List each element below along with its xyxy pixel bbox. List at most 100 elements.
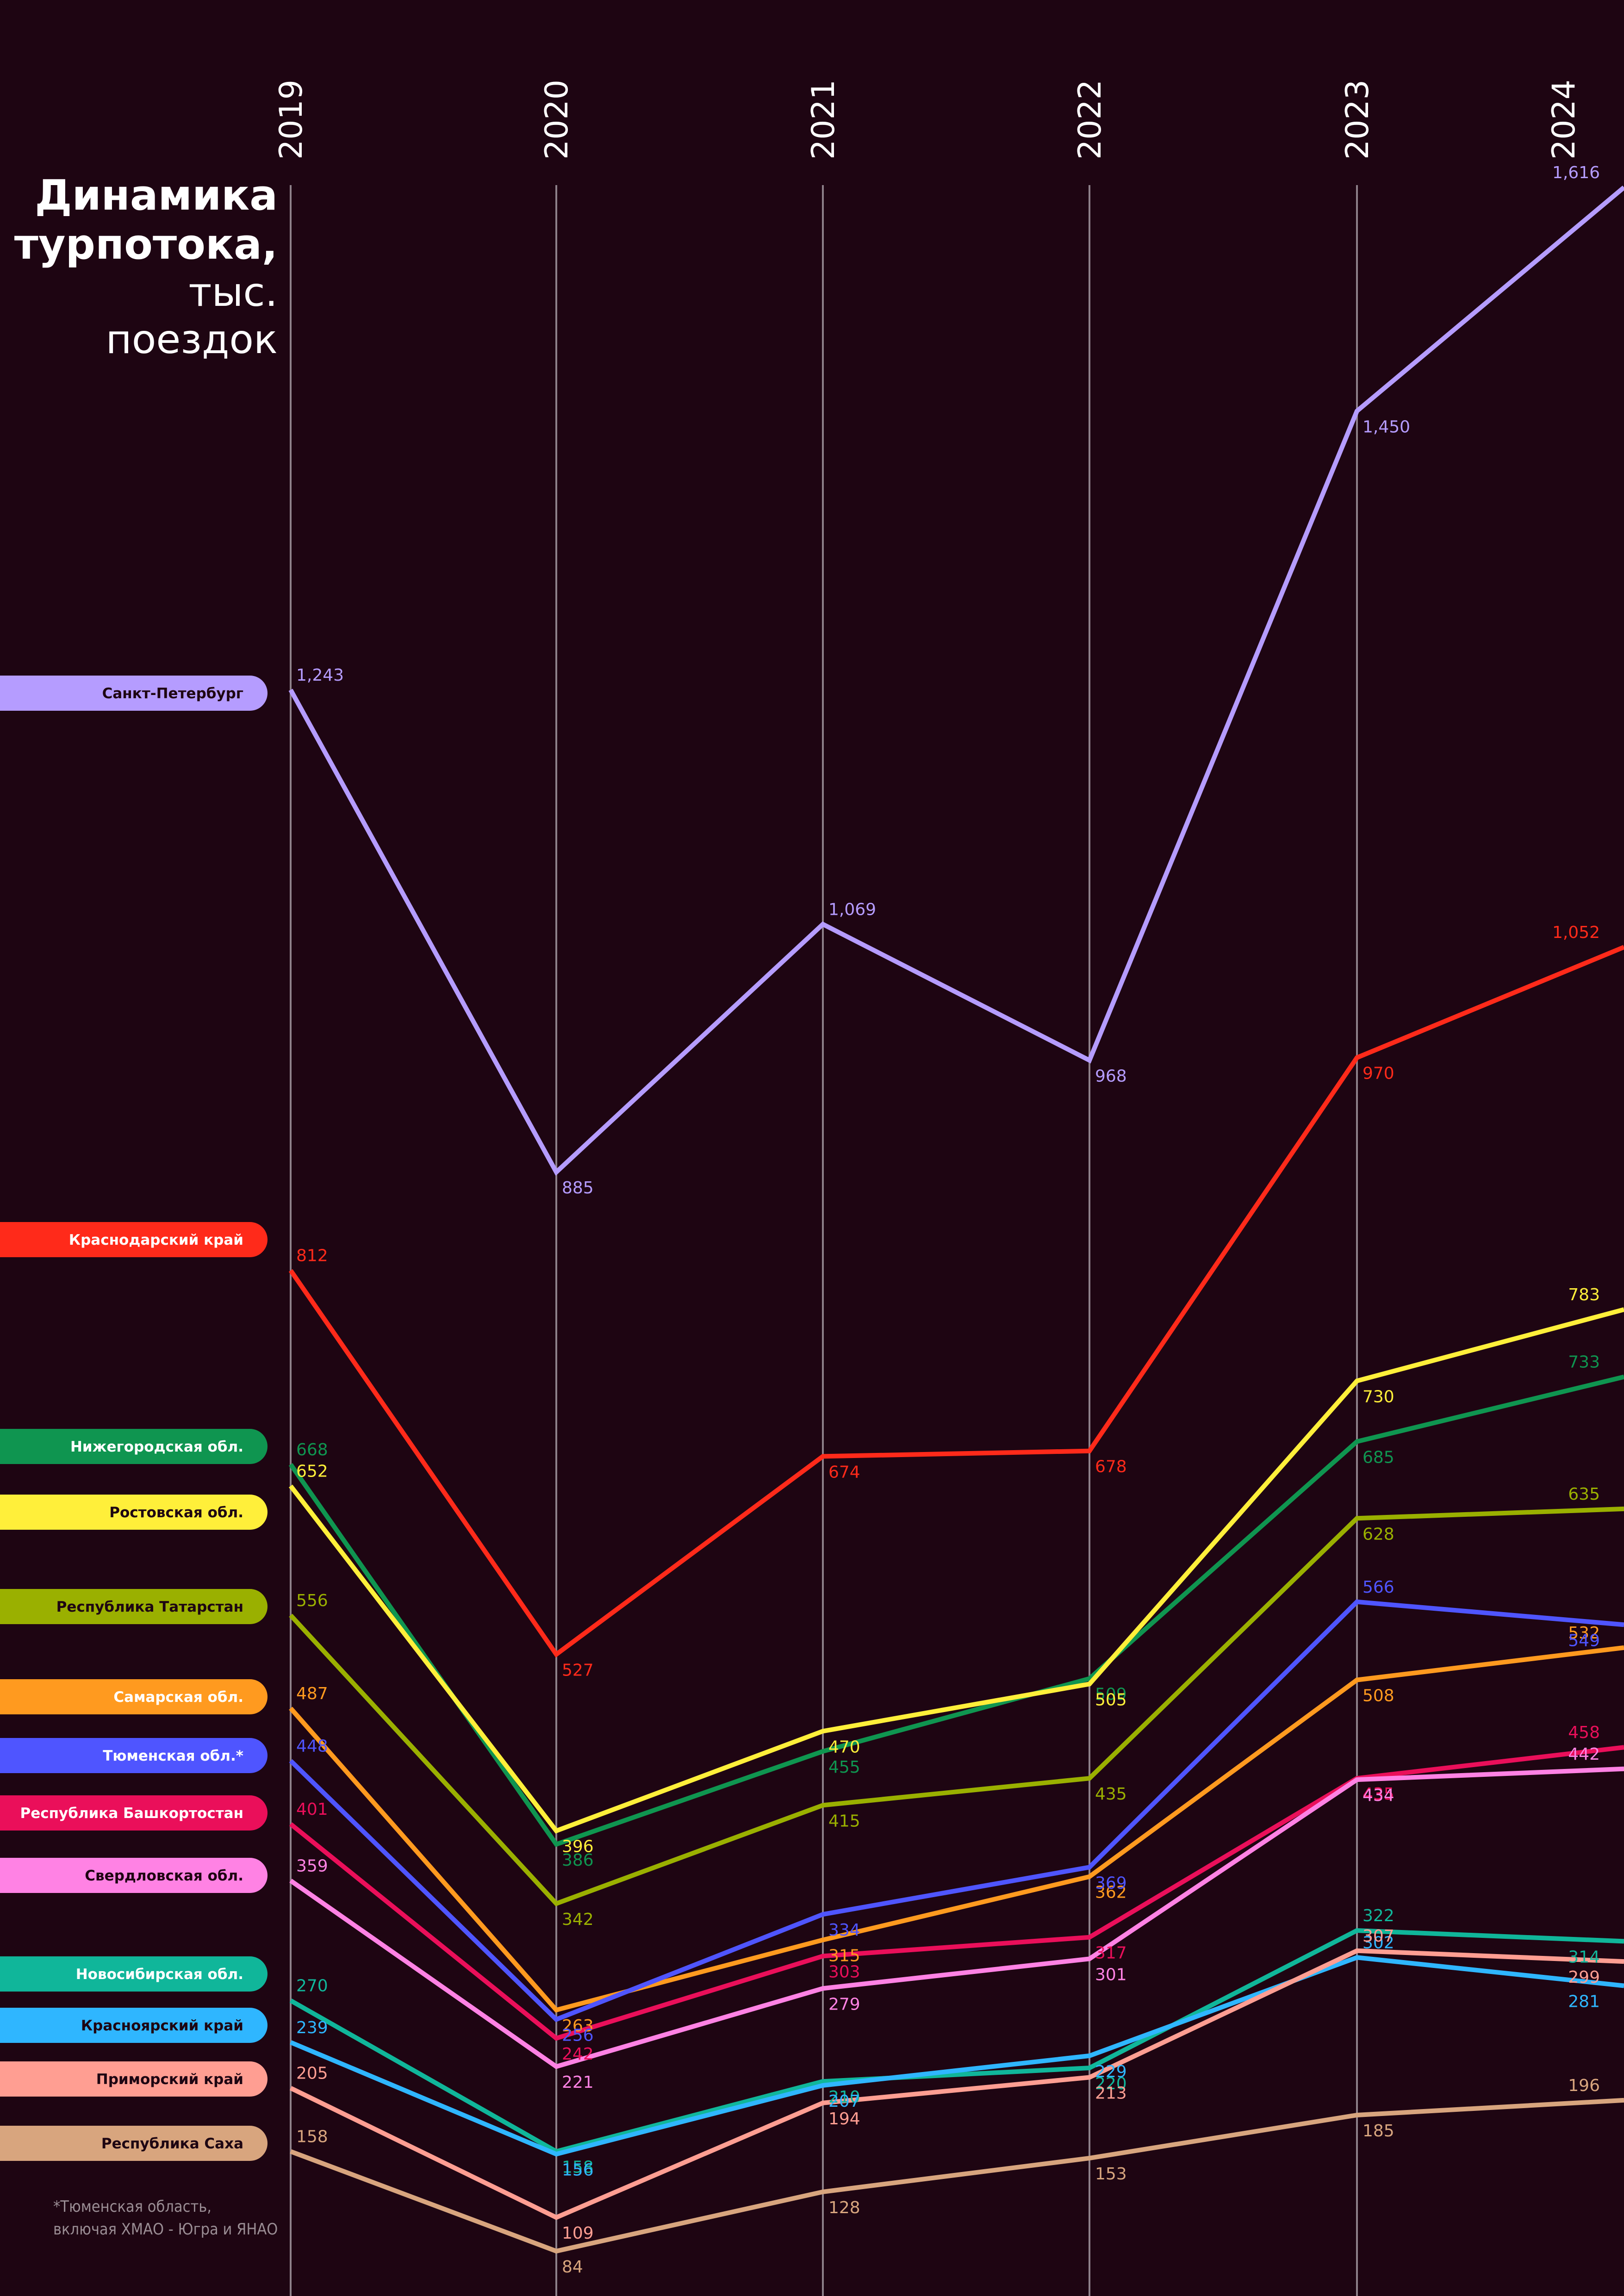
data-label-11-2021: 194 [828,2110,860,2128]
legend-swatch [0,2008,268,2043]
legend-item: Свердловская обл. [0,1858,268,1893]
data-label-6-2019: 448 [296,1737,328,1756]
legend-item: Республика Башкортостан [0,1795,268,1831]
data-label-10-2020: 156 [562,2160,594,2179]
data-label-10-2023: 302 [1363,1933,1394,1952]
data-label-9-2019: 270 [296,1977,328,1996]
x-tick-label-2023: 2023 [1339,80,1376,160]
data-label-10-2024: 281 [1568,1992,1600,2011]
data-label-10-2019: 239 [296,2018,328,2037]
data-label-4-2023: 628 [1363,1525,1394,1544]
data-label-7-2021: 303 [828,1962,860,1981]
legend-label: Республика Татарстан [56,1599,243,1615]
data-label-7-2019: 401 [296,1800,328,1819]
data-label-3-2023: 730 [1363,1387,1394,1406]
data-label-6-2024: 549 [1568,1631,1600,1650]
series-line-0 [288,186,1624,1176]
data-label-8-2022: 301 [1095,1965,1127,1984]
x-tick-label-2021: 2021 [805,80,842,160]
data-label-0-2020: 885 [562,1179,594,1198]
legend-item: Санкт-Петербург [0,676,268,711]
grid-lines [290,185,1358,2296]
data-label-9-2020: 158 [562,2158,594,2177]
legend-item: Новосибирская обл. [0,1956,268,1992]
legend-label: Свердловская обл. [85,1868,243,1884]
data-label-1-2020: 527 [562,1661,594,1680]
data-label-2-2020: 386 [562,1851,594,1870]
legend-swatch [0,1589,268,1624]
legend-swatch [0,2061,268,2097]
legend-item: Республика Саха [0,2126,268,2161]
data-label-4-2022: 435 [1095,1785,1127,1804]
data-label-2-2023: 685 [1363,1448,1394,1467]
data-label-12-2020: 84 [562,2258,583,2277]
legend-swatch [0,1429,268,1464]
legend-item: Нижегородская обл. [0,1429,268,1464]
data-label-5-2020: 263 [562,2017,594,2035]
data-label-12-2019: 158 [296,2128,328,2147]
data-label-10-2021: 207 [828,2092,860,2111]
data-label-1-2021: 674 [828,1463,860,1482]
legend-label: Новосибирская обл. [76,1966,243,1983]
legend-label: Красноярский край [81,2017,243,2034]
x-tick-label-2022: 2022 [1072,80,1108,160]
x-tick-label-2020: 2020 [539,80,575,160]
data-label-9-2023: 322 [1363,1906,1394,1925]
legend-item: Ростовская обл. [0,1495,268,1530]
legend-item: Красноярский край [0,2008,268,2043]
legend-label: Республика Саха [101,2135,243,2152]
data-label-0-2019: 1,243 [296,666,344,685]
legend-item: Краснодарский край [0,1222,268,1257]
data-label-6-2020: 256 [562,2026,594,2045]
title-line-4: поездок [106,316,278,363]
data-label-4-2024: 635 [1568,1485,1600,1504]
series-line-8 [289,1766,1624,2069]
data-label-8-2019: 359 [296,1856,328,1875]
legend-item: Самарская обл. [0,1679,268,1714]
series-line-10 [290,1955,1624,2157]
legend-label: Нижегородская обл. [70,1439,243,1455]
data-label-3-2020: 396 [562,1837,594,1856]
legend-label: Приморский край [96,2071,243,2088]
chart-title: Динамика турпотока, тыс. поездок [0,171,278,363]
legend-swatch [0,1738,268,1773]
data-label-9-2022: 220 [1095,2074,1127,2093]
series-line-2 [288,1374,1624,1847]
x-tick-label-2024: 2024 [1546,80,1582,160]
data-label-6-2021: 334 [828,1921,860,1940]
data-label-7-2022: 317 [1095,1944,1127,1963]
data-label-6-2022: 369 [1095,1874,1127,1893]
data-label-9-2024: 314 [1568,1948,1600,1967]
title-line-3: тыс. [188,269,278,316]
series-line-9 [289,1928,1624,2154]
legend-label: Тюменская обл.* [103,1748,243,1764]
data-label-8-2021: 279 [828,1995,860,2014]
data-label-5-2021: 315 [828,1947,860,1966]
data-label-0-2021: 1,069 [828,900,876,919]
legend-swatch [0,1679,268,1714]
data-label-12-2022: 153 [1095,2165,1127,2184]
legend: Санкт-Петербург Краснодарский край Нижегор… [0,676,268,2161]
data-label-2-2022: 509 [1095,1685,1127,1704]
data-label-8-2023: 434 [1363,1786,1394,1805]
data-label-10-2022: 229 [1095,2062,1127,2081]
data-label-3-2021: 470 [828,1738,860,1756]
data-label-5-2024: 532 [1568,1624,1600,1643]
data-labels: 1,243 885 1,069 968 1,450 1,616 812 527 674 678 97… [296,163,1600,2277]
legend-item: Республика Татарстан [0,1589,268,1624]
series-line-5 [289,1645,1624,2013]
legend-swatch [0,2126,268,2161]
legend-label: Санкт-Петербург [102,685,243,702]
data-label-4-2021: 415 [828,1812,860,1831]
series-line-7 [289,1745,1624,2041]
legend-label: Краснодарский край [69,1232,243,1248]
data-label-2-2024: 733 [1568,1353,1600,1372]
series-line-3 [289,1307,1624,1834]
data-label-7-2020: 242 [562,2045,594,2064]
data-label-7-2023: 435 [1363,1785,1394,1804]
data-label-11-2023: 307 [1363,1927,1394,1946]
legend-swatch [0,676,268,711]
data-label-11-2022: 213 [1095,2084,1127,2103]
series-line-6 [289,1599,1624,2023]
